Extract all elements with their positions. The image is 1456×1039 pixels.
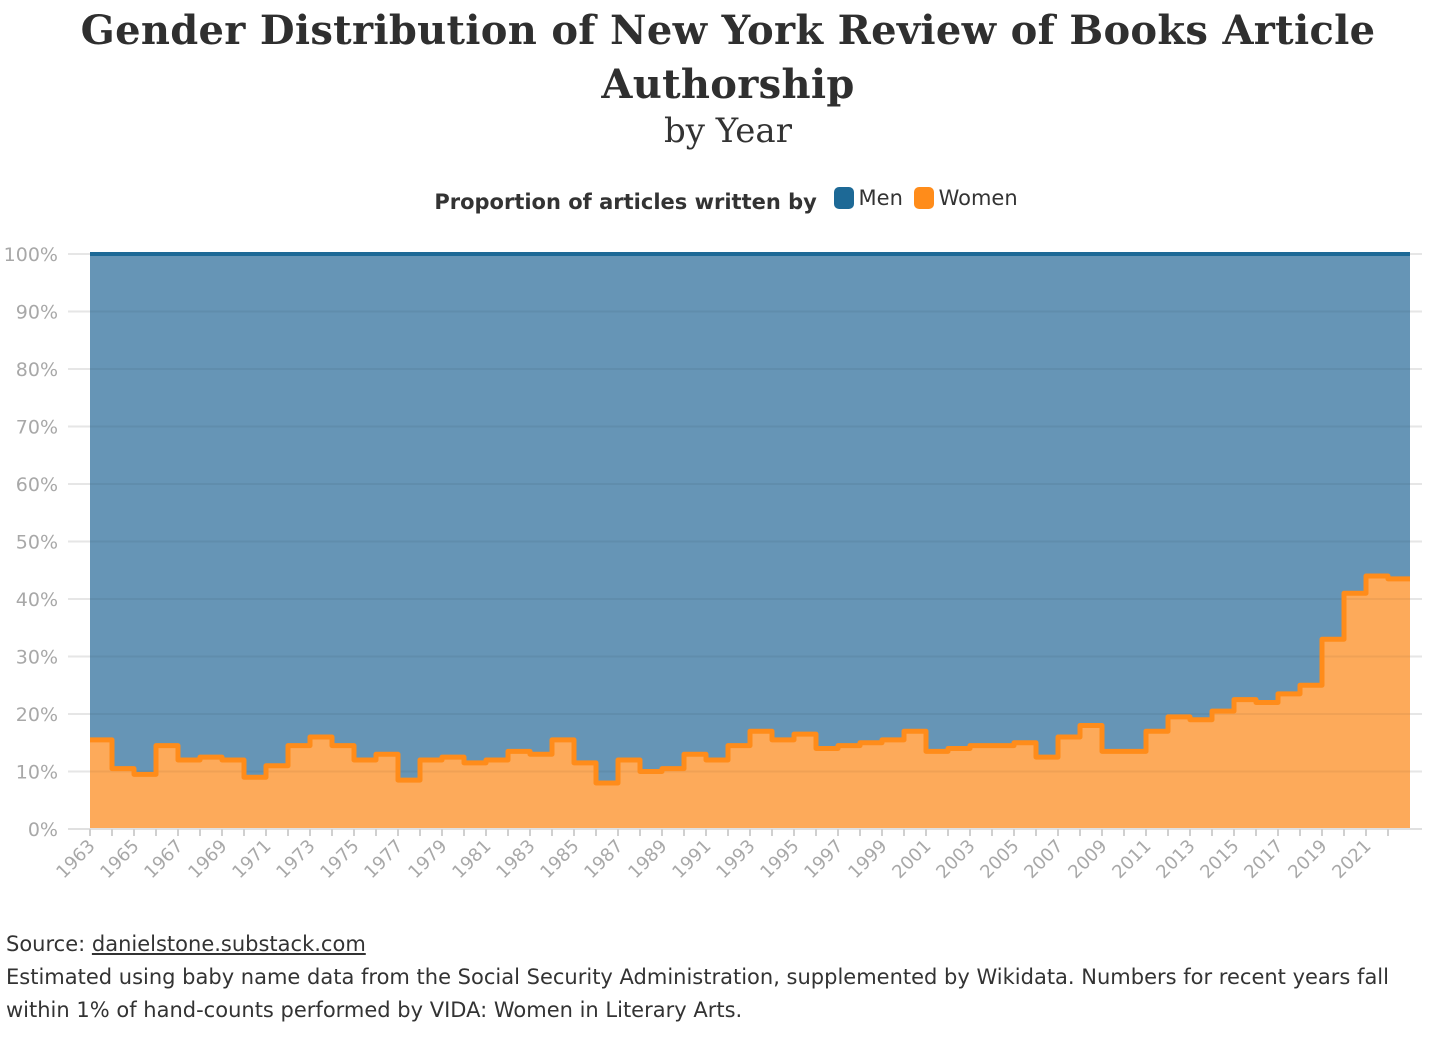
men-area (90, 254, 1410, 783)
y-tick-label: 0% (28, 819, 58, 841)
source-label: Source: (6, 932, 92, 956)
legend-swatch-women (913, 187, 934, 209)
x-tick-label: 1979 (404, 836, 451, 883)
x-tick-label: 2011 (1108, 836, 1155, 883)
x-tick-label: 1995 (756, 836, 803, 883)
legend-title: Proportion of articles written by (434, 190, 817, 214)
x-tick-label: 1969 (184, 836, 231, 883)
x-tick-label: 2005 (976, 836, 1023, 883)
y-tick-label: 100% (4, 244, 58, 266)
x-tick-label: 1991 (668, 836, 715, 883)
x-tick-label: 1971 (228, 836, 275, 883)
x-tick-label: 2003 (932, 836, 979, 883)
plot-area (90, 252, 1410, 829)
legend-swatch-men (833, 187, 854, 209)
source-line: Source: danielstone.substack.com (6, 928, 1446, 961)
x-tick-label: 1999 (844, 836, 891, 883)
x-tick-label: 1985 (536, 836, 583, 883)
x-tick-label: 2021 (1328, 836, 1375, 883)
y-tick-label: 80% (16, 359, 58, 381)
x-tick-label: 1981 (448, 836, 495, 883)
x-tick-label: 1967 (140, 836, 187, 883)
x-tick-label: 1983 (492, 836, 539, 883)
legend: Proportion of articles written by Men Wo… (0, 181, 1456, 219)
x-tick-label: 1987 (580, 836, 627, 883)
x-tick-label: 2001 (888, 836, 935, 883)
x-tick-label: 1977 (360, 836, 407, 883)
x-tick-label: 1993 (712, 836, 759, 883)
footer: Source: danielstone.substack.com Estimat… (6, 928, 1446, 1027)
y-tick-label: 10% (16, 762, 58, 784)
y-tick-label: 70% (16, 417, 58, 439)
x-tick-label: 2019 (1284, 836, 1331, 883)
x-tick-label: 2009 (1064, 836, 1111, 883)
x-tick-label: 1975 (316, 836, 363, 883)
source-link[interactable]: danielstone.substack.com (91, 932, 366, 956)
chart-subtitle: by Year (664, 111, 792, 151)
methodology-note: Estimated using baby name data from the … (6, 965, 1389, 1022)
x-tick-label: 2015 (1196, 836, 1243, 883)
y-tick-label: 60% (16, 474, 58, 496)
x-axis: 1963196519671969197119731975197719791981… (52, 828, 1422, 883)
x-tick-label: 2007 (1020, 836, 1067, 883)
legend-label-men: Men (858, 186, 903, 210)
legend-item-men[interactable]: Men (833, 181, 903, 215)
y-tick-label: 50% (16, 532, 58, 554)
y-tick-label: 90% (16, 302, 58, 324)
women-line (90, 573, 1410, 786)
x-tick-label: 1963 (52, 836, 99, 883)
x-tick-label: 1997 (800, 836, 847, 883)
x-tick-label: 2013 (1152, 836, 1199, 883)
y-axis: 0% 10% 20% 30% 40% 50% 60% 70% 80% 90% 100% (4, 244, 58, 841)
x-tick-label: 2017 (1240, 836, 1287, 883)
legend-label-women: Women (938, 186, 1018, 210)
legend-item-women[interactable]: Women (913, 181, 1018, 215)
y-tick-label: 40% (16, 589, 58, 611)
y-tick-label: 30% (16, 647, 58, 669)
x-tick-label: 1973 (272, 836, 319, 883)
x-tick-label: 1965 (96, 836, 143, 883)
y-tick-label: 20% (16, 704, 58, 726)
chart-title: Gender Distribution of New York Review o… (80, 7, 1376, 108)
stacked-area-chart: 0%10%20%30%40%50%60%70%80%90%100% 196319… (4, 244, 1422, 883)
x-tick-label: 1989 (624, 836, 671, 883)
